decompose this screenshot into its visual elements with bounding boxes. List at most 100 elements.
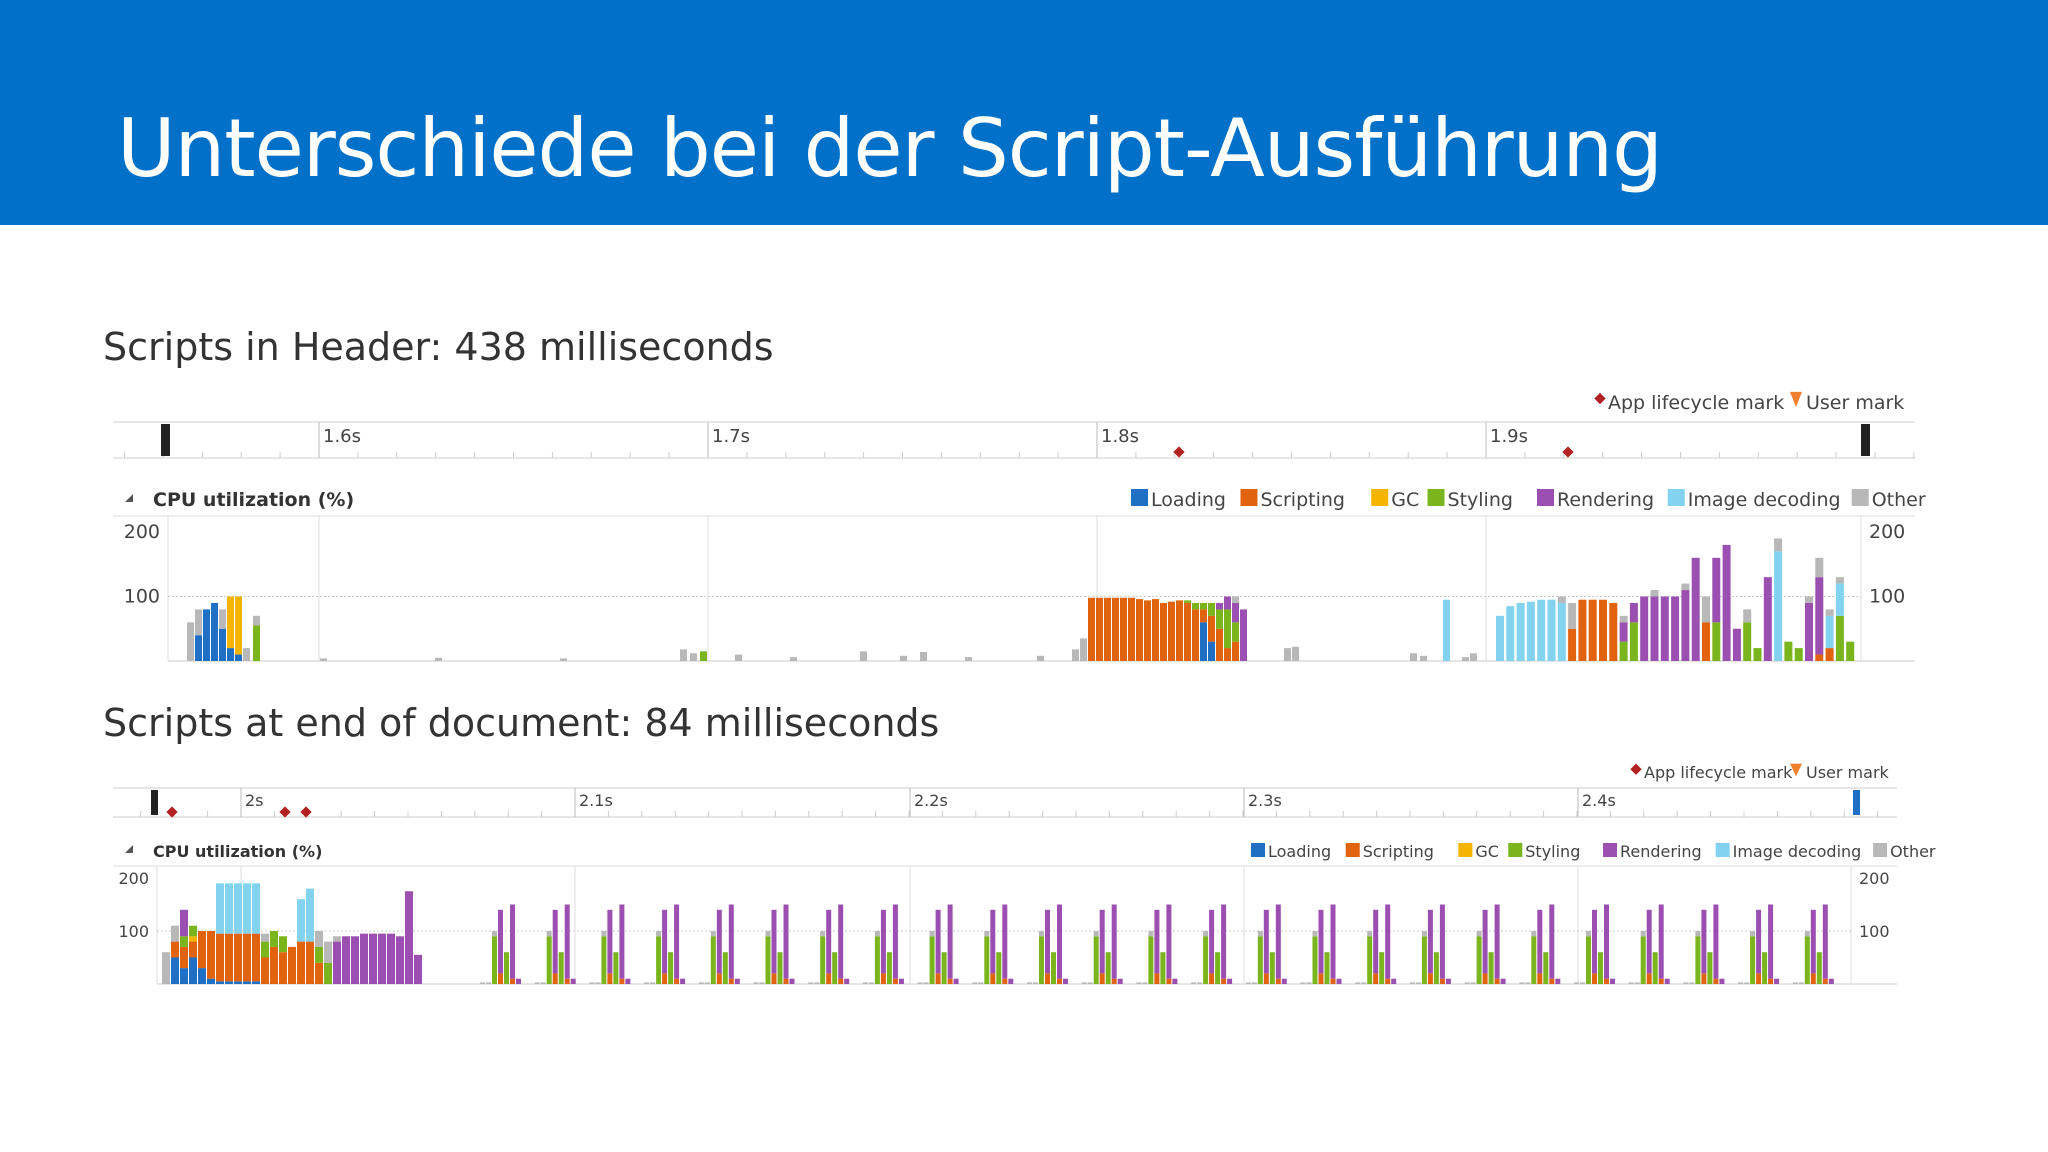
cpu-bar-rendering <box>1658 904 1664 979</box>
cpu-bar-scripting <box>1166 978 1172 984</box>
ruler-time-label: 2.4s <box>1582 791 1616 810</box>
cpu-bar-scripting <box>1713 978 1719 984</box>
cpu-bar-scripting <box>1658 978 1664 984</box>
legend-other-label: Other <box>1890 842 1936 861</box>
legend-loading-label: Loading <box>1151 489 1226 511</box>
cpu-bar-scripting <box>1184 602 1191 661</box>
cpu-bar-rendering <box>498 909 503 974</box>
cpu-bar-other <box>1568 602 1577 629</box>
legend-rendering-swatch <box>1537 489 1554 506</box>
cpu-bar-scripting <box>252 933 260 982</box>
cpu-bar-image-decoding <box>1557 602 1566 661</box>
cpu-bar-scripting <box>1192 609 1199 661</box>
cpu-bar-styling <box>601 936 607 984</box>
cpu-bar-gc <box>227 596 234 649</box>
cpu-bar-scripting <box>189 941 197 958</box>
cpu-bar-styling <box>996 952 1002 984</box>
ruler-time-label: 1.7s <box>712 426 750 447</box>
cpu-bar-styling <box>886 952 892 984</box>
y-axis-label-right: 200 <box>1859 869 1890 888</box>
cpu-utilization-label: CPU utilization (%) <box>153 489 354 511</box>
cpu-bar-rendering <box>734 978 740 984</box>
cpu-bar-scripting <box>1057 978 1062 984</box>
cpu-bar-other <box>1695 931 1701 937</box>
cpu-bar-other <box>1312 931 1318 937</box>
cpu-bar-other <box>753 982 759 984</box>
cpu-bar-styling <box>1804 936 1810 984</box>
cpu-bar-scripting <box>1439 978 1445 984</box>
cpu-bar-rendering <box>1318 909 1324 974</box>
cpu-bar-other <box>1148 931 1154 937</box>
cpu-bar-other <box>261 933 269 942</box>
cpu-bar-rendering <box>789 978 795 984</box>
cpu-bar-rendering <box>405 891 413 984</box>
cpu-bar-styling <box>315 946 323 963</box>
cpu-bar-styling <box>874 936 880 984</box>
cpu-bar-rendering <box>1732 628 1741 661</box>
cpu-bar-other <box>1557 596 1566 603</box>
cpu-bar-loading <box>252 981 260 984</box>
cpu-bar-rendering <box>1619 622 1628 642</box>
cpu-bar-scripting <box>1482 973 1488 984</box>
cpu-bar-scripting <box>225 933 233 982</box>
legend-image-decoding-swatch <box>1667 489 1685 506</box>
cpu-bar-rendering <box>570 978 576 984</box>
cpu-bar-scripting <box>1096 597 1103 661</box>
cpu-bar-image-decoding <box>234 883 242 934</box>
cpu-bar-other <box>917 982 923 984</box>
cpu-bar-styling <box>324 962 332 984</box>
cpu-bar-styling <box>1324 952 1330 984</box>
cpu-bar-other <box>1033 982 1038 984</box>
cpu-bar-styling <box>1093 936 1099 984</box>
cpu-bar-styling <box>1476 936 1482 984</box>
cpu-bar-other <box>735 654 742 661</box>
legend-loading-swatch <box>1251 843 1265 857</box>
y-axis-label-right: 100 <box>1859 922 1890 941</box>
cpu-bar-rendering <box>1763 577 1772 661</box>
cpu-bar-scripting <box>892 978 898 984</box>
cpu-bar-other <box>868 982 874 984</box>
cpu-bar-other <box>1251 982 1257 984</box>
cpu-bar-scripting <box>1112 597 1119 661</box>
cpu-bar-other <box>1080 638 1087 661</box>
legend-gc-swatch <box>1458 843 1473 857</box>
cpu-bar-styling <box>1039 936 1044 984</box>
cpu-bar-styling <box>1619 641 1628 661</box>
cpu-bar-rendering <box>1166 904 1172 979</box>
cpu-bar-other <box>710 931 716 937</box>
cpu-bar-rendering <box>1221 904 1227 979</box>
cpu-bar-styling <box>1051 952 1056 984</box>
cpu-bar-loading <box>203 609 210 661</box>
cpu-utilization-label: CPU utilization (%) <box>153 842 322 861</box>
cpu-bar-rendering <box>783 904 789 979</box>
cpu-bar-rendering <box>1336 978 1342 984</box>
cpu-bar-rendering <box>1604 904 1609 979</box>
cpu-bar-styling <box>1543 952 1549 984</box>
cpu-bar-rendering <box>1209 909 1215 974</box>
cpu-bar-image-decoding <box>1443 599 1450 661</box>
cpu-bar-loading <box>207 978 215 984</box>
legend-image-decoding-label: Image decoding <box>1733 842 1862 861</box>
cpu-bar-rendering <box>396 936 404 984</box>
cpu-bar-scripting <box>498 973 503 984</box>
cpu-bar-rendering <box>552 909 558 974</box>
app-lifecycle-mark <box>279 806 291 818</box>
cpu-bar-scripting <box>1045 973 1050 984</box>
legend-gc-label: GC <box>1391 489 1419 511</box>
cpu-bar-rendering <box>716 909 722 974</box>
cpu-bar-loading <box>225 981 233 984</box>
cpu-bar-other <box>1367 931 1373 937</box>
cpu-bar-other <box>560 658 567 661</box>
cpu-bar-other <box>1421 931 1427 937</box>
legend-scripting-swatch <box>1240 489 1258 506</box>
cpu-bar-other <box>187 622 194 661</box>
cpu-bar-rendering <box>1330 904 1336 979</box>
cpu-bar-scripting <box>171 941 179 958</box>
cpu-bar-scripting <box>1104 597 1111 661</box>
cpu-bar-rendering <box>1555 978 1561 984</box>
cpu-bar-other <box>1525 982 1531 984</box>
cpu-bar-styling <box>1629 622 1638 661</box>
cpu-bar-image-decoding <box>1516 602 1525 661</box>
cpu-bar-scripting <box>1002 978 1008 984</box>
cpu-bar-styling <box>1488 952 1494 984</box>
